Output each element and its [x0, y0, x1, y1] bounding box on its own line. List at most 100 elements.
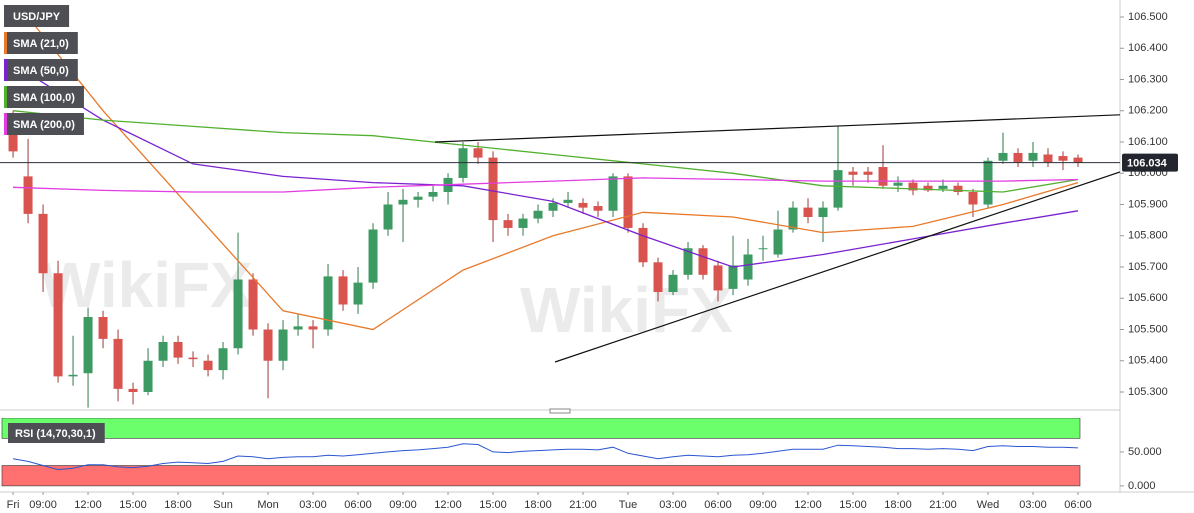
y-tick-label: 105.700: [1128, 261, 1168, 273]
sma-line: [12, 177, 1079, 193]
candle-body: [668, 274, 678, 292]
rsi-title-box: [8, 423, 105, 443]
x-tick-label: 18:00: [884, 499, 912, 511]
y-tick-label: 106.300: [1128, 73, 1168, 85]
legend-box[interactable]: [4, 32, 78, 54]
candle-body: [758, 248, 768, 250]
legend-label: SMA (21,0): [13, 38, 69, 50]
candle-body: [278, 329, 288, 361]
rsi-band: [1, 465, 1081, 487]
x-tick-label: 06:00: [704, 499, 732, 511]
x-tick-label: Tue: [619, 499, 638, 511]
resize-handle[interactable]: [549, 408, 571, 414]
legend-label: SMA (100,0): [13, 92, 75, 104]
candle-body: [128, 388, 138, 392]
legend-box[interactable]: [4, 5, 70, 27]
candle-body: [578, 202, 588, 208]
x-tick-label: 12:00: [74, 499, 102, 511]
candle-body: [533, 210, 543, 219]
y-tick-label: 106.100: [1128, 136, 1168, 148]
x-tick-label: 12:00: [434, 499, 462, 511]
candle-body: [848, 171, 858, 175]
candle-body: [623, 176, 633, 228]
candle-body: [893, 182, 903, 186]
candle-body: [833, 170, 843, 208]
legend-box[interactable]: [4, 86, 84, 108]
x-tick-label: 18:00: [524, 499, 552, 511]
candle-body: [743, 254, 753, 280]
candle-body: [293, 326, 303, 330]
candle-body: [938, 185, 948, 189]
x-tick-label: 09:00: [749, 499, 777, 511]
sma-line: [12, 110, 1079, 193]
y-tick-label: 0.000: [1128, 480, 1156, 492]
x-tick-label: Fri: [7, 499, 20, 511]
legend-box[interactable]: [4, 113, 84, 135]
x-tick-label: 18:00: [164, 499, 192, 511]
candle-body: [908, 182, 918, 191]
candle-body: [143, 360, 153, 392]
x-tick-label: 12:00: [794, 499, 822, 511]
rsi-panel: [1, 418, 1081, 487]
candle-body: [788, 207, 798, 230]
candle-body: [863, 171, 873, 175]
rsi-title: RSI (14,70,30,1): [15, 428, 96, 440]
y-tick-label: 106.400: [1128, 42, 1168, 54]
candle-body: [563, 199, 573, 203]
trendline: [554, 171, 1120, 363]
candle-body: [113, 338, 123, 389]
candle-body: [248, 279, 258, 330]
x-tick-label: 03:00: [659, 499, 687, 511]
legend-swatch: [4, 86, 7, 108]
candle-body: [83, 317, 93, 374]
sma-line: [12, 63, 1079, 268]
legend-box[interactable]: [4, 59, 78, 81]
candle-body: [68, 374, 78, 377]
y-tick-label: 105.300: [1128, 386, 1168, 398]
legend-swatch: [4, 59, 7, 81]
candle-body: [8, 126, 18, 152]
candle-body: [218, 348, 228, 371]
rsi-band: [1, 418, 1081, 439]
candle-body: [1028, 152, 1038, 161]
candle-body: [548, 202, 558, 211]
candle-body: [23, 176, 33, 214]
watermark: WikiFX: [40, 249, 253, 321]
candle-body: [53, 273, 63, 377]
candle-body: [518, 218, 528, 228]
candle-body: [953, 185, 963, 192]
legend-label: USD/JPY: [13, 11, 61, 23]
x-tick-label: 06:00: [344, 499, 372, 511]
overlay: 106.500 106.400 106.300 106.200 106.100 106.0…: [4, 5, 1178, 511]
candle-body: [338, 276, 348, 305]
y-tick-label: 105.800: [1128, 230, 1168, 242]
last-price-box: [1122, 153, 1178, 172]
legend-swatch: [4, 32, 7, 54]
candle-body: [713, 265, 723, 291]
legend-label: SMA (50,0): [13, 65, 69, 77]
candle-body: [803, 207, 813, 217]
x-tick-label: 09:00: [29, 499, 57, 511]
candle-body: [653, 262, 663, 292]
x-tick-label: 06:00: [1064, 499, 1092, 511]
y-tick-label: 105.400: [1128, 355, 1168, 367]
candle-body: [983, 160, 993, 205]
candle-body: [968, 192, 978, 205]
y-tick-label: 106.200: [1128, 105, 1168, 117]
candle-body: [1073, 157, 1083, 163]
y-tick-label: 105.900: [1128, 198, 1168, 210]
candle-body: [353, 282, 363, 305]
candle-body: [98, 317, 108, 339]
candle-body: [638, 227, 648, 263]
x-tick-label: 03:00: [299, 499, 327, 511]
x-tick-label: Mon: [257, 499, 278, 511]
x-tick-label: 09:00: [389, 499, 417, 511]
candle-body: [188, 357, 198, 360]
x-tick-label: 15:00: [119, 499, 147, 511]
candle-body: [383, 204, 393, 230]
price-panel: WikiFXWikiFXWikiFX: [0, 16, 1120, 408]
x-tick-label: Sun: [213, 499, 233, 511]
candle-body: [398, 199, 408, 205]
candle-body: [308, 326, 318, 330]
